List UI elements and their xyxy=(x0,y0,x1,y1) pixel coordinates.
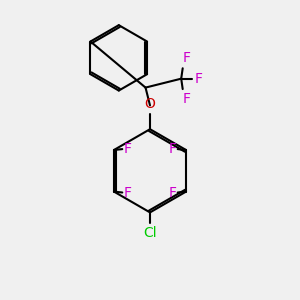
Text: F: F xyxy=(124,186,131,200)
Text: F: F xyxy=(183,51,191,65)
Text: O: O xyxy=(145,98,155,111)
Text: F: F xyxy=(195,72,203,86)
Text: F: F xyxy=(124,142,131,155)
Text: F: F xyxy=(169,142,176,155)
Text: Cl: Cl xyxy=(143,226,157,240)
Text: F: F xyxy=(183,92,191,106)
Text: F: F xyxy=(169,186,176,200)
